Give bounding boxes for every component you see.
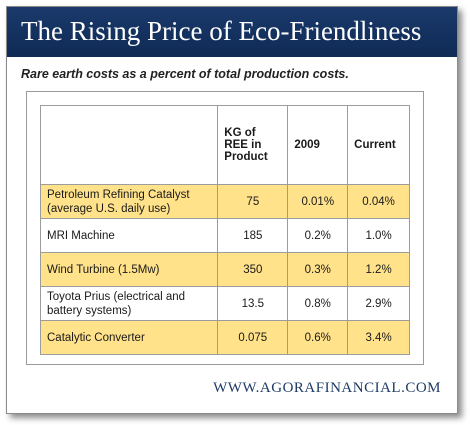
table-cell-label: MRI Machine xyxy=(39,218,219,253)
table-row: Wind Turbine (1.5Mw) 350 0.3% 1.2% xyxy=(39,252,410,287)
chart-title: The Rising Price of Eco-Friendliness xyxy=(21,16,422,46)
table-header-row: KG of REE in Product 2009 Current xyxy=(39,105,410,185)
table-row: MRI Machine 185 0.2% 1.0% xyxy=(39,218,410,253)
table-cell-current: 1.2% xyxy=(347,252,410,287)
table-cell-current: 0.04% xyxy=(347,184,410,219)
table-cell-kg: 350 xyxy=(217,252,289,287)
infographic-card: The Rising Price of Eco-Friendliness Rar… xyxy=(6,6,458,414)
column-header-current: Current xyxy=(347,105,410,185)
table-cell-2009: 0.6% xyxy=(287,320,349,355)
table-row: Petroleum Refining Catalyst (average U.S… xyxy=(39,184,410,219)
table-cell-2009: 0.3% xyxy=(287,252,349,287)
table-cell-kg: 75 xyxy=(217,184,289,219)
table-cell-label: Petroleum Refining Catalyst (average U.S… xyxy=(39,184,219,219)
table-cell-2009: 0.2% xyxy=(287,218,349,253)
table-cell-label: Wind Turbine (1.5Mw) xyxy=(39,252,219,287)
table-cell-current: 3.4% xyxy=(347,320,410,355)
column-header-item xyxy=(39,105,219,185)
table-body: Petroleum Refining Catalyst (average U.S… xyxy=(39,184,410,355)
table-cell-label: Toyota Prius (electrical and battery sys… xyxy=(39,286,219,321)
title-banner: The Rising Price of Eco-Friendliness xyxy=(7,7,457,57)
table-cell-kg: 13.5 xyxy=(217,286,289,321)
column-header-kg: KG of REE in Product xyxy=(217,105,289,185)
table-cell-kg: 0.075 xyxy=(217,320,289,355)
column-header-2009: 2009 xyxy=(287,105,349,185)
table-cell-2009: 0.01% xyxy=(287,184,349,219)
chart-subtitle: Rare earth costs as a percent of total p… xyxy=(21,67,349,81)
data-table: KG of REE in Product 2009 Current Petrol… xyxy=(39,105,410,355)
table-frame: KG of REE in Product 2009 Current Petrol… xyxy=(26,91,424,365)
table-row: Catalytic Converter 0.075 0.6% 3.4% xyxy=(39,320,410,355)
table-cell-current: 1.0% xyxy=(347,218,410,253)
table-row: Toyota Prius (electrical and battery sys… xyxy=(39,286,410,321)
table-cell-2009: 0.8% xyxy=(287,286,349,321)
website-footer: WWW.AGORAFINANCIAL.COM xyxy=(213,380,441,396)
table-cell-current: 2.9% xyxy=(347,286,410,321)
table-cell-label: Catalytic Converter xyxy=(39,320,219,355)
table-cell-kg: 185 xyxy=(217,218,289,253)
